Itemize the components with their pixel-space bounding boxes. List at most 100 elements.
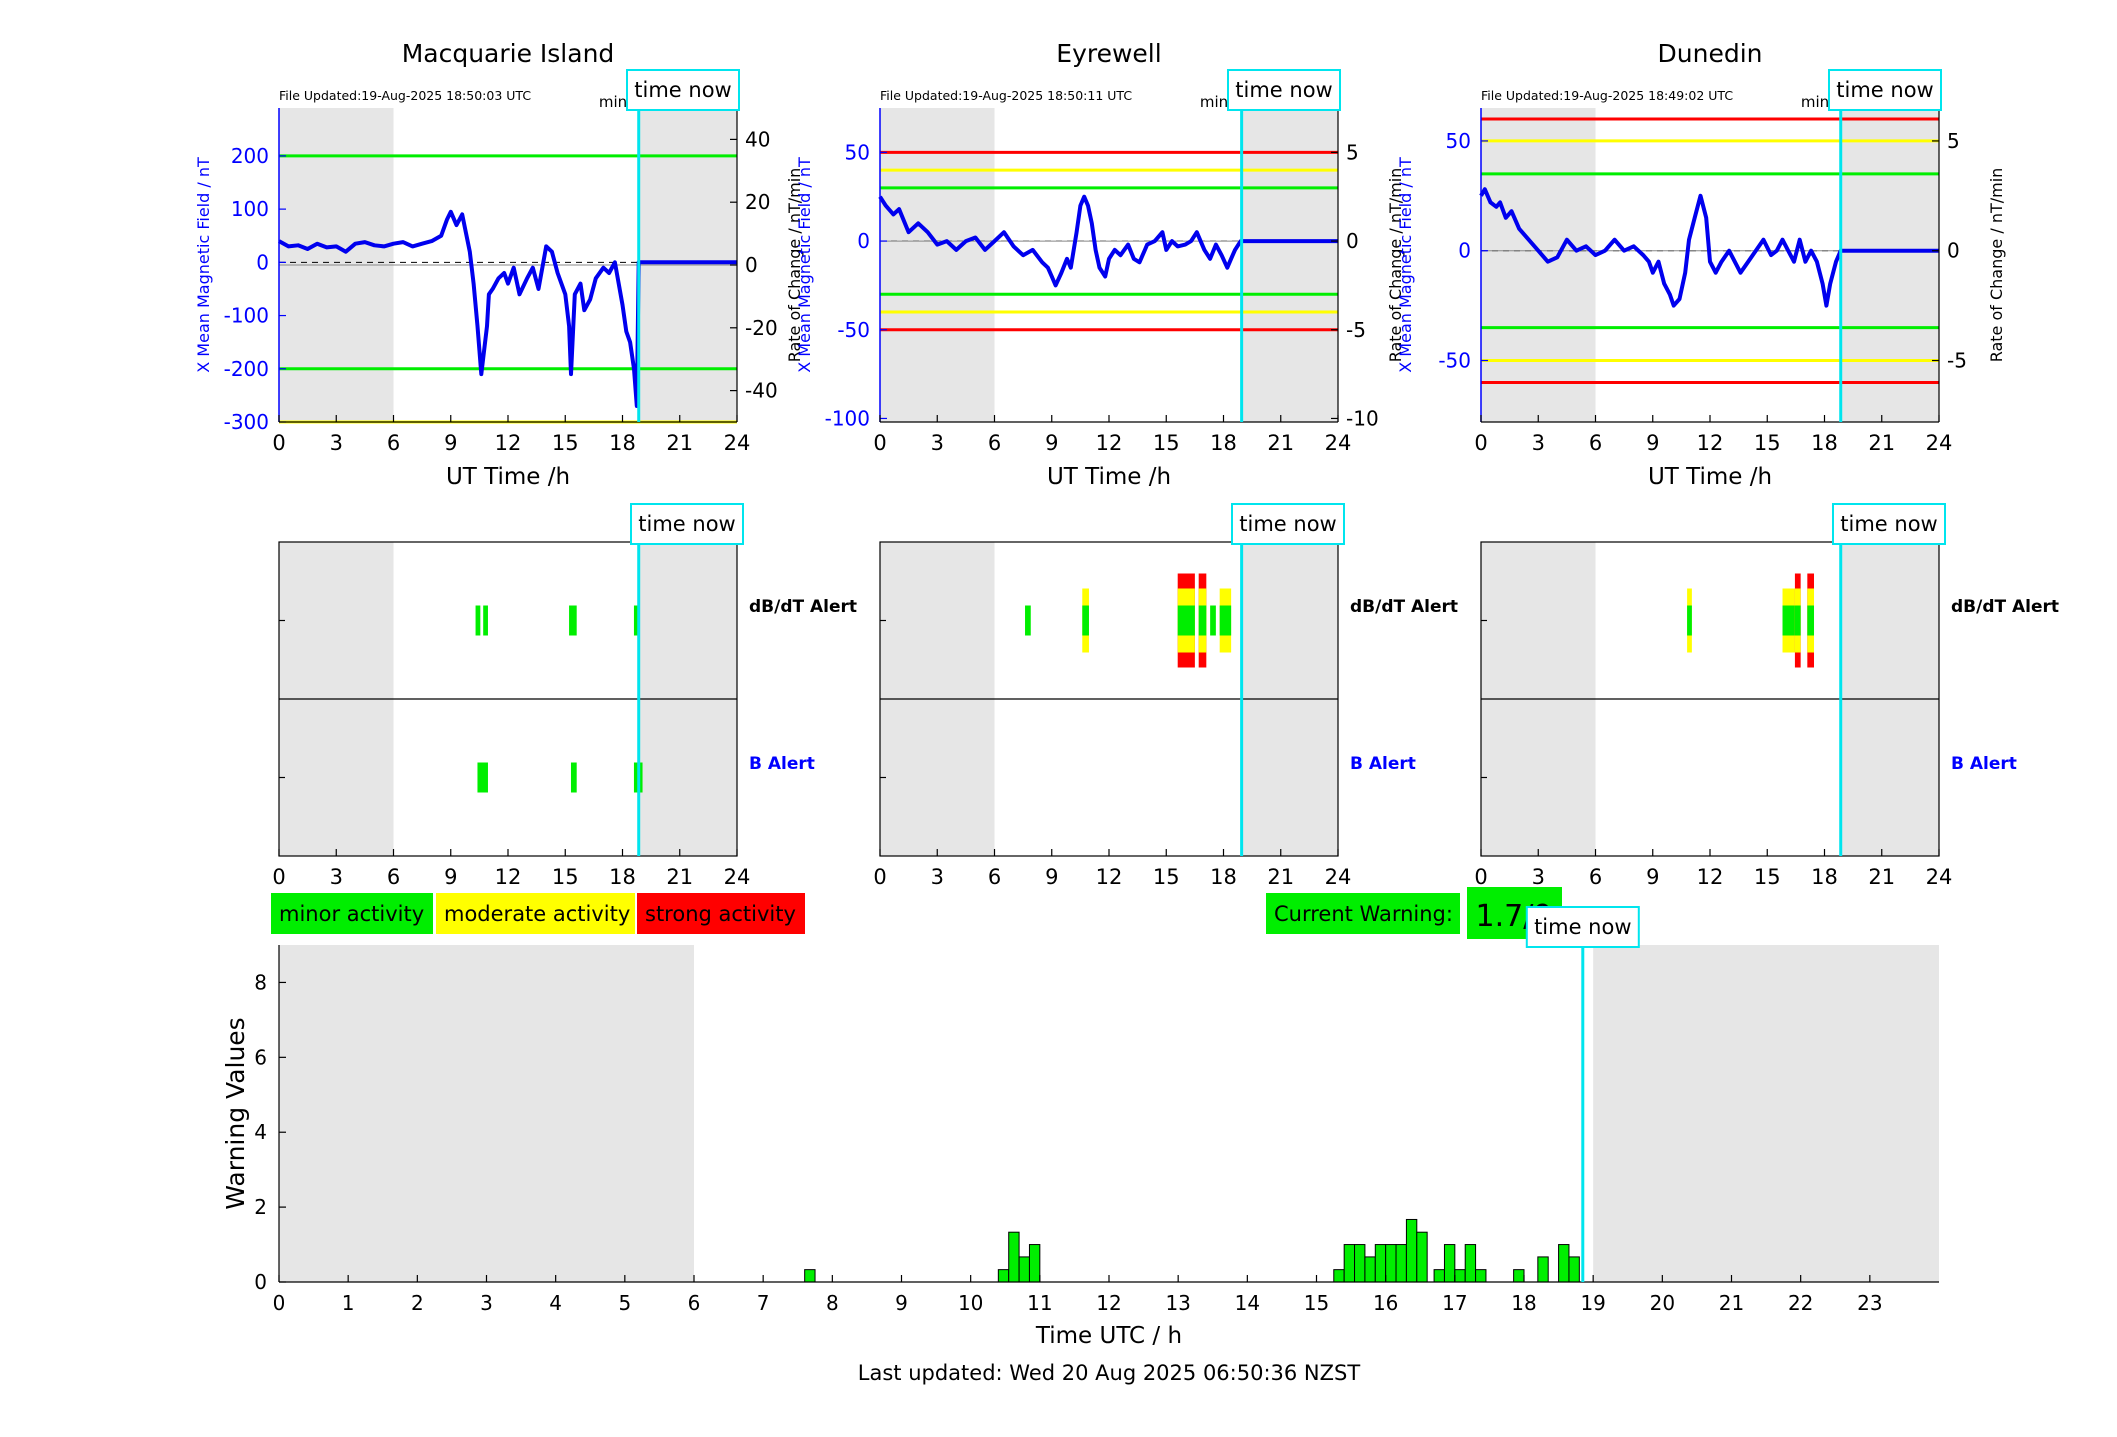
x-tick-label: 12 xyxy=(1096,1291,1121,1315)
time-now-label: time now xyxy=(630,503,744,545)
legend-item: strong activity xyxy=(637,893,805,934)
legend-label: moderate activity xyxy=(444,902,630,926)
warning-bar xyxy=(1537,1256,1549,1283)
current-warning-label: Current Warning: xyxy=(1274,902,1453,926)
time-now-text: time now xyxy=(1235,78,1332,102)
warning-bar xyxy=(1354,1244,1366,1283)
y-tick-label: -50 xyxy=(837,318,870,342)
y-tick-label: -100 xyxy=(825,406,870,430)
night-shade xyxy=(279,945,694,1282)
alert-bar-minor xyxy=(475,605,481,636)
warning-bar xyxy=(1018,1256,1030,1283)
x-tick-label: 18 xyxy=(1210,865,1237,889)
y-tick-label: 0 xyxy=(256,250,269,274)
x-tick-label: 9 xyxy=(1045,431,1058,455)
chart-title: Dunedin xyxy=(1658,39,1763,68)
x-tick-label: 15 xyxy=(552,431,579,455)
x-tick-label: 0 xyxy=(272,865,285,889)
y-axis-label-left: X Mean Magnetic Field / nT xyxy=(194,157,213,373)
alert-row-label: dB/dT Alert xyxy=(1951,597,2059,617)
time-now-text: time now xyxy=(634,78,731,102)
time-now-text: time now xyxy=(1239,512,1336,536)
y-axis-label-right: Rate of Change / nT/min xyxy=(1386,168,1405,363)
x-tick-label: 18 xyxy=(1210,431,1237,455)
time-now-label: time now xyxy=(1828,69,1942,111)
y-tick-label: 6 xyxy=(254,1045,267,1069)
time-now-box xyxy=(1525,906,1640,948)
x-tick-label: 18 xyxy=(1811,865,1838,889)
field-line xyxy=(1479,187,1939,308)
alert-bar-minor xyxy=(1177,605,1195,636)
warning-bar xyxy=(1454,1269,1466,1283)
warning-bar xyxy=(997,1269,1010,1283)
x-tick-label: 18 xyxy=(1511,1291,1536,1315)
x-tick-label: 21 xyxy=(1267,431,1294,455)
x-tick-label: 0 xyxy=(1474,865,1487,889)
x-tick-label: 1 xyxy=(342,1291,355,1315)
x-tick-label: 18 xyxy=(609,865,636,889)
x-tick-label: 21 xyxy=(1719,1291,1744,1315)
x-tick-label: 3 xyxy=(1532,865,1545,889)
time-now-box xyxy=(626,69,740,111)
y-tick-label: -50 xyxy=(1438,349,1471,373)
x-tick-label: 6 xyxy=(1589,431,1602,455)
warning-bar xyxy=(1385,1244,1397,1283)
time-now-box xyxy=(1231,503,1345,545)
x-tick-label: 3 xyxy=(330,865,343,889)
alert-bar-minor xyxy=(1219,605,1232,636)
legend-swatch xyxy=(436,893,635,934)
y-tick-label-right: -40 xyxy=(745,379,778,403)
x-tick-label: 13 xyxy=(1165,1291,1190,1315)
x-tick-label: 0 xyxy=(873,431,886,455)
x-tick-label: 15 xyxy=(1754,865,1781,889)
x-tick-label: 3 xyxy=(931,431,944,455)
warning-bar xyxy=(1475,1269,1487,1283)
y-tick-label-right: -20 xyxy=(745,316,778,340)
legend-item: moderate activity xyxy=(436,893,635,934)
x-tick-label: 12 xyxy=(1096,431,1123,455)
y-axis-label-right: Rate of Change / nT/min xyxy=(1987,168,2006,363)
file-updated: File Updated:19-Aug-2025 18:50:11 UTC xyxy=(880,88,1132,103)
y-axis-label: Warning Values xyxy=(221,1017,250,1209)
y-axis-label-left: X Mean Magnetic Field / nT xyxy=(1396,157,1415,373)
x-tick-label: 12 xyxy=(1697,865,1724,889)
x-tick-label: 18 xyxy=(609,431,636,455)
alert-bar-minor xyxy=(570,762,577,793)
x-tick-label: 10 xyxy=(958,1291,983,1315)
y-tick-label-right: 20 xyxy=(745,190,770,214)
alert-row-label: B Alert xyxy=(1350,754,1416,774)
alert-bar-minor xyxy=(1807,605,1815,636)
x-tick-label: 15 xyxy=(1153,865,1180,889)
x-tick-label: 21 xyxy=(666,865,693,889)
y-tick-label-right: -5 xyxy=(1947,349,1967,373)
y-tick-label: 2 xyxy=(254,1195,267,1219)
x-tick-label: 22 xyxy=(1788,1291,1813,1315)
x-tick-label: 19 xyxy=(1580,1291,1605,1315)
y-tick-label-right: 0 xyxy=(745,253,758,277)
time-now-text: time now xyxy=(638,512,735,536)
time-now-label: time now xyxy=(1525,906,1640,948)
warning-bar xyxy=(1558,1244,1570,1283)
x-tick-label: 0 xyxy=(1474,431,1487,455)
legend-label: strong activity xyxy=(645,902,796,926)
y-tick-label: 50 xyxy=(845,140,870,164)
x-tick-label: 9 xyxy=(444,431,457,455)
x-tick-label: 14 xyxy=(1235,1291,1260,1315)
y-tick-label: 100 xyxy=(231,197,269,221)
x-tick-label: 0 xyxy=(873,865,886,889)
time-now-text: time now xyxy=(1840,512,1937,536)
x-axis-label: Time UTC / h xyxy=(1035,1323,1182,1349)
legend-swatch xyxy=(271,893,433,934)
alert-bar-minor xyxy=(1198,605,1207,636)
time-now-text: time now xyxy=(1836,78,1933,102)
y-tick-label: 8 xyxy=(254,970,267,994)
x-tick-label: 2 xyxy=(411,1291,424,1315)
x-tick-label: 12 xyxy=(1697,431,1724,455)
time-now-label: time now xyxy=(1832,503,1946,545)
file-updated: File Updated:19-Aug-2025 18:50:03 UTC xyxy=(279,88,531,103)
x-tick-label: 15 xyxy=(1304,1291,1329,1315)
y-tick-label-right: -5 xyxy=(1346,318,1366,342)
y-tick-label: -200 xyxy=(224,357,269,381)
x-tick-label: 6 xyxy=(688,1291,701,1315)
